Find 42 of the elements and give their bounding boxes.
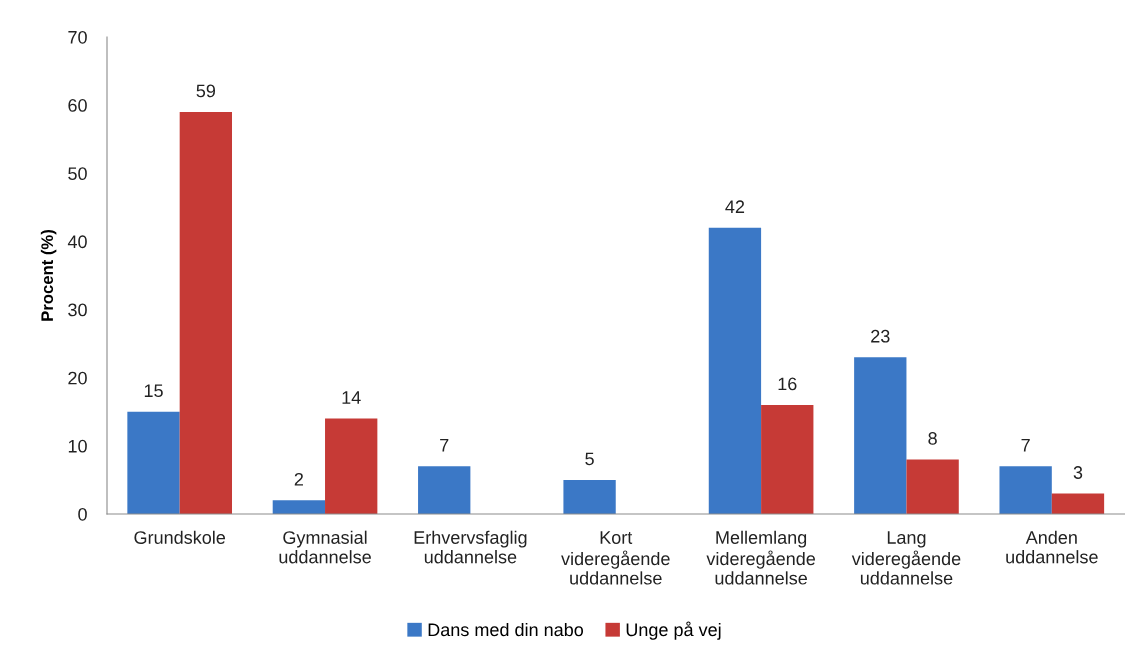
- data-label: 42: [725, 200, 745, 213]
- data-label: 5: [585, 452, 594, 466]
- data-label: 14: [342, 391, 361, 404]
- y-tick-label: 40: [67, 235, 87, 249]
- bar: [179, 111, 233, 514]
- data-label: 3: [1073, 466, 1083, 479]
- data-label: 16: [778, 377, 797, 391]
- y-tick-label: 60: [68, 99, 87, 112]
- legend-label: Unge på vej: [626, 621, 721, 640]
- legend-label: Dans med din nabo: [428, 622, 584, 637]
- bar: [999, 466, 1052, 514]
- data-label: 23: [871, 329, 890, 343]
- bar: [761, 404, 814, 514]
- y-tick-label: 20: [68, 371, 87, 385]
- x-tick-label: Mellemlang videregående uddannelse: [706, 530, 816, 585]
- bar: [127, 411, 180, 514]
- data-label: 59: [196, 84, 216, 98]
- y-tick-label: 30: [68, 303, 87, 317]
- bar: [854, 357, 907, 514]
- data-label: 15: [144, 384, 163, 398]
- y-tick-label: 70: [68, 30, 87, 44]
- y-tick-label: 0: [78, 507, 87, 521]
- data-label: 8: [928, 432, 937, 445]
- x-tick-label: Lang videregående uddannelse: [851, 531, 961, 585]
- data-label: 7: [440, 439, 449, 452]
- x-tick-label: Grundskole: [134, 530, 226, 544]
- bar: [563, 479, 616, 514]
- bar: [708, 227, 762, 514]
- bar: [325, 418, 378, 514]
- x-tick-label: Kort videregående uddannelse: [561, 531, 670, 585]
- bar: [418, 466, 471, 514]
- bar: [272, 500, 326, 514]
- bar: [906, 459, 959, 514]
- y-tick-label: 50: [68, 167, 87, 181]
- data-label: 2: [294, 472, 303, 486]
- y-axis-title: Procent (%): [40, 230, 57, 321]
- bar: [1051, 493, 1105, 514]
- y-tick-label: 10: [68, 439, 87, 453]
- x-tick-label: Gymnasial uddannelse: [279, 530, 371, 564]
- x-tick-label: Anden uddannelse: [1006, 530, 1098, 564]
- x-tick-label: Erhvervsfaglig uddannelse: [414, 530, 527, 564]
- data-label: 7: [1021, 439, 1030, 452]
